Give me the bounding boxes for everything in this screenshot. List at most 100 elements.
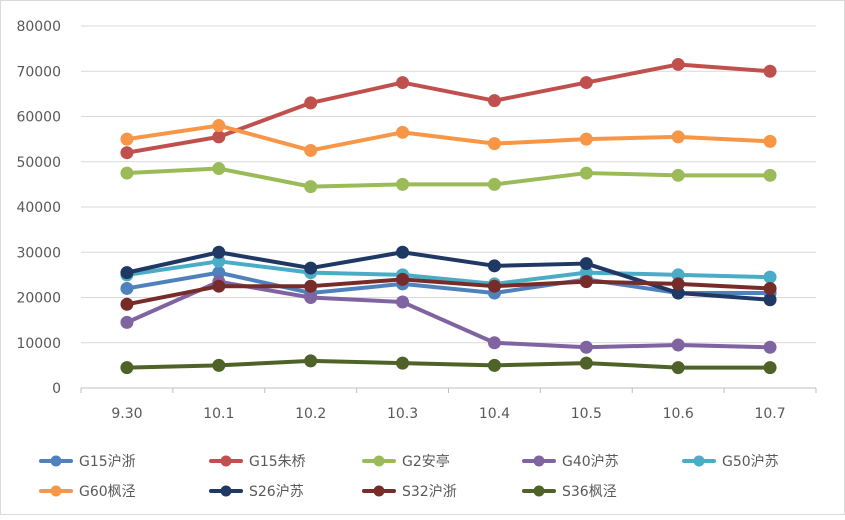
data-point [487, 137, 501, 151]
x-tick-label: 10.3 [387, 406, 418, 422]
legend-item: G40沪苏 [522, 454, 619, 470]
series-line [124, 270, 773, 295]
legend-label: G2安亭 [402, 453, 450, 470]
data-point [579, 275, 593, 289]
data-point [304, 291, 318, 304]
legend-swatch-marker [693, 455, 705, 467]
legend-item: S36枫泾 [522, 484, 617, 500]
legend-label: G50沪苏 [722, 454, 779, 470]
data-point [671, 130, 685, 144]
x-tick-label: 10.1 [203, 406, 234, 422]
data-point [671, 57, 685, 71]
data-point [304, 96, 318, 110]
legend-swatch-marker [373, 455, 385, 467]
data-point [212, 130, 226, 144]
data-point [579, 340, 593, 354]
data-point [120, 146, 134, 160]
legend-item: G60枫泾 [39, 484, 136, 500]
series-7 [120, 245, 777, 307]
data-point [396, 125, 410, 139]
data-point [212, 119, 226, 133]
legend-item: G2安亭 [362, 453, 450, 470]
series-line [124, 250, 773, 302]
data-point [763, 168, 777, 182]
x-tick-label: 9.30 [111, 406, 142, 422]
legend-swatch-marker [220, 485, 232, 497]
y-tick-label: 30000 [16, 245, 61, 261]
data-point [763, 134, 777, 148]
legend-label: S36枫泾 [562, 484, 617, 500]
data-point [763, 281, 777, 295]
series-group [120, 57, 777, 375]
legend-swatch-marker [50, 485, 62, 497]
y-tick-label: 70000 [16, 64, 61, 80]
x-tick-label: 10.4 [479, 406, 510, 422]
data-point [671, 361, 685, 375]
data-point [579, 76, 593, 90]
data-point [579, 257, 593, 271]
data-point [487, 259, 501, 273]
data-point [579, 132, 593, 146]
data-point [487, 94, 501, 108]
data-point [396, 245, 410, 259]
x-axis: 9.30 10.1 10.2 10.3 10.4 10.5 10.6 10.7 [80, 387, 817, 422]
legend-label: S26沪苏 [249, 484, 304, 500]
legend-item: G50沪苏 [682, 454, 779, 470]
series-line [124, 166, 773, 189]
series-8 [120, 272, 777, 311]
y-tick-label: 60000 [16, 110, 61, 126]
y-tick-label: 50000 [16, 155, 61, 171]
data-point [120, 132, 134, 146]
legend-item: S26沪苏 [209, 484, 304, 500]
data-point [396, 272, 410, 286]
x-tick-label: 10.5 [571, 406, 602, 422]
data-point [120, 281, 134, 295]
data-point [396, 177, 410, 191]
data-point [763, 340, 777, 354]
legend-swatch-marker [220, 455, 232, 467]
series-line [124, 123, 773, 153]
legend-swatch-marker [373, 485, 385, 497]
gridlines [81, 25, 816, 389]
data-point [763, 64, 777, 78]
legend-item: G15沪浙 [39, 454, 136, 470]
y-tick-label: 20000 [16, 291, 61, 307]
y-tick-label: 10000 [16, 336, 61, 352]
y-tick-label: 80000 [16, 19, 61, 35]
y-tick-label: 0 [52, 381, 61, 397]
data-point [671, 338, 685, 352]
data-point [212, 358, 226, 372]
x-tick-label: 10.6 [663, 406, 694, 422]
data-point [396, 76, 410, 90]
data-point [396, 295, 410, 309]
series-line [124, 277, 773, 307]
data-point [120, 166, 134, 180]
data-point [304, 143, 318, 157]
legend-swatch-marker [533, 485, 545, 497]
data-point [304, 354, 318, 368]
data-point [579, 166, 593, 180]
legend-swatch-marker [50, 455, 62, 467]
legend-label: G40沪苏 [562, 454, 619, 470]
x-tick-label: 10.7 [754, 406, 785, 422]
legend-swatch-marker [533, 455, 545, 467]
data-point [487, 336, 501, 350]
legend-label: G15沪浙 [79, 454, 136, 470]
data-point [396, 356, 410, 370]
data-point [763, 270, 777, 284]
data-point [304, 261, 318, 275]
data-point [487, 177, 501, 191]
data-point [120, 297, 134, 311]
legend: G15沪浙 G15朱桥 G2安亭 G40沪苏 G50沪苏 G60枫泾 S26沪苏 S32沪浙 S… [39, 453, 779, 500]
data-point [304, 180, 318, 194]
y-tick-label: 40000 [16, 200, 61, 216]
series-6 [120, 119, 777, 157]
data-point [120, 266, 134, 280]
series-line [124, 358, 773, 370]
data-point [487, 358, 501, 372]
data-point [671, 168, 685, 182]
x-tick-label: 10.2 [295, 406, 326, 422]
legend-item: G15朱桥 [209, 454, 306, 470]
